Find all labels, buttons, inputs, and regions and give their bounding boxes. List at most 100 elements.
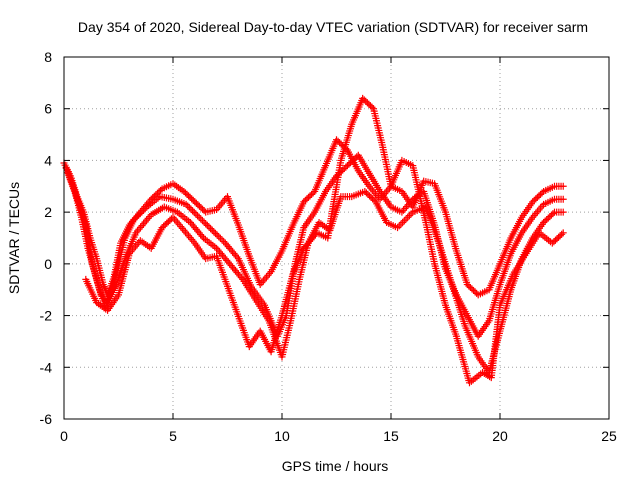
y-tick-label: 6 bbox=[44, 101, 52, 117]
data-point bbox=[192, 210, 200, 218]
data-point bbox=[208, 226, 216, 234]
data-point bbox=[347, 159, 355, 167]
data-point bbox=[195, 202, 203, 210]
ticks-layer: 0 5 10 15 20 25 -6 -4 -2 0 2 4 6 8 bbox=[40, 49, 617, 444]
data-point bbox=[300, 198, 308, 206]
data-point bbox=[198, 217, 206, 225]
data-point bbox=[200, 207, 208, 215]
data-point bbox=[203, 221, 211, 229]
data-point bbox=[131, 214, 139, 222]
data-point bbox=[551, 236, 559, 244]
data-point bbox=[368, 103, 376, 111]
data-point bbox=[540, 218, 548, 226]
data-point bbox=[140, 206, 148, 214]
data-point bbox=[130, 216, 138, 224]
data-point bbox=[198, 232, 206, 240]
data-point bbox=[189, 196, 197, 204]
y-tick-label: 0 bbox=[44, 256, 52, 272]
data-point bbox=[466, 283, 474, 291]
data-point bbox=[402, 215, 410, 223]
data-point bbox=[538, 189, 546, 197]
data-point bbox=[546, 213, 554, 221]
points-layer bbox=[60, 94, 567, 387]
data-point bbox=[470, 286, 478, 294]
x-tick-label: 0 bbox=[60, 428, 68, 444]
data-point bbox=[395, 222, 403, 230]
data-point bbox=[184, 202, 192, 210]
data-point bbox=[558, 230, 566, 238]
data-point bbox=[345, 160, 353, 168]
x-tick-label: 10 bbox=[274, 428, 290, 444]
x-tick-label: 20 bbox=[492, 428, 508, 444]
data-point bbox=[362, 97, 370, 105]
data-point bbox=[465, 282, 473, 290]
data-point bbox=[535, 192, 543, 200]
data-point bbox=[194, 212, 202, 220]
data-point bbox=[210, 228, 218, 236]
data-point bbox=[362, 189, 370, 197]
data-point bbox=[233, 253, 241, 261]
data-point bbox=[351, 154, 359, 162]
data-point bbox=[205, 223, 213, 231]
data-point bbox=[366, 192, 374, 200]
data-point bbox=[468, 285, 476, 293]
data-point bbox=[366, 102, 374, 110]
x-axis-label: GPS time / hours bbox=[282, 458, 389, 474]
data-point bbox=[182, 200, 190, 208]
data-point bbox=[559, 229, 567, 237]
data-point bbox=[186, 193, 194, 201]
data-point bbox=[194, 201, 202, 209]
data-point bbox=[166, 216, 174, 224]
data-point bbox=[532, 195, 540, 203]
data-point bbox=[360, 96, 368, 104]
data-point bbox=[544, 214, 552, 222]
data-point bbox=[553, 235, 561, 243]
data-point bbox=[160, 222, 168, 230]
data-point bbox=[180, 187, 188, 195]
data-point bbox=[529, 198, 537, 206]
data-point bbox=[559, 208, 567, 216]
data-point bbox=[202, 220, 210, 228]
data-point bbox=[199, 205, 207, 213]
data-point bbox=[549, 210, 557, 218]
data-point bbox=[333, 136, 340, 144]
data-point bbox=[309, 189, 317, 197]
data-point bbox=[367, 193, 375, 201]
data-point bbox=[548, 239, 556, 247]
data-point bbox=[369, 195, 377, 203]
data-point bbox=[364, 190, 372, 198]
data-point bbox=[220, 238, 228, 246]
data-point bbox=[556, 232, 564, 240]
data-point bbox=[158, 224, 166, 232]
data-point bbox=[218, 236, 226, 244]
data-point bbox=[195, 213, 203, 221]
data-point bbox=[399, 218, 407, 226]
data-point bbox=[536, 190, 544, 198]
data-point bbox=[407, 210, 415, 218]
data-point bbox=[303, 195, 311, 203]
y-tick-label: 2 bbox=[44, 204, 52, 220]
data-point bbox=[187, 205, 195, 213]
data-point bbox=[405, 212, 413, 220]
data-point bbox=[530, 196, 538, 204]
data-point bbox=[185, 204, 193, 212]
data-point bbox=[348, 157, 356, 165]
data-point bbox=[365, 100, 373, 108]
x-tick-label: 15 bbox=[383, 428, 399, 444]
data-point bbox=[306, 192, 314, 200]
data-point bbox=[138, 208, 146, 216]
data-point bbox=[190, 208, 198, 216]
x-tick-label: 25 bbox=[601, 428, 617, 444]
y-tick-label: -2 bbox=[40, 308, 53, 324]
data-point bbox=[359, 94, 367, 102]
data-point bbox=[237, 274, 245, 282]
data-point bbox=[340, 165, 348, 173]
y-tick-label: -4 bbox=[40, 359, 53, 375]
data-point bbox=[164, 218, 172, 226]
data-point bbox=[336, 139, 344, 147]
data-point bbox=[304, 193, 312, 201]
data-point bbox=[207, 225, 215, 233]
